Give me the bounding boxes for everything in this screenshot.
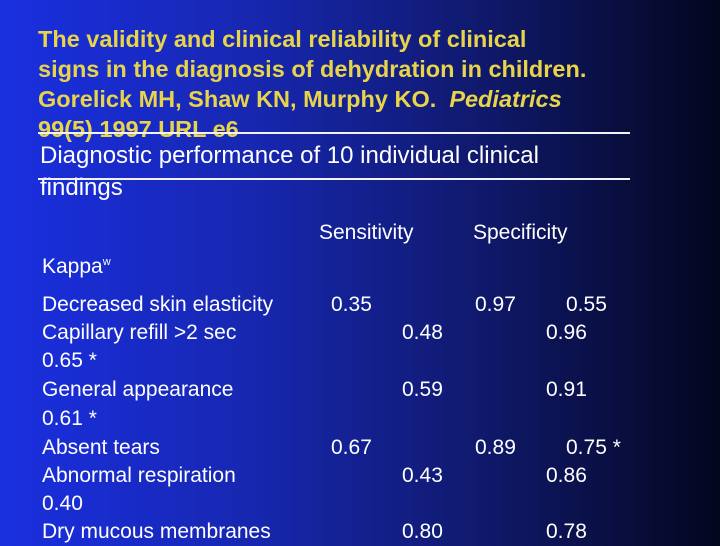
row-kappa: 0.55 <box>566 293 607 316</box>
kappa-superscript: w <box>102 256 111 268</box>
row-finding: Abnormal respiration <box>42 464 236 487</box>
row-kappa: 0.61 * <box>42 407 97 430</box>
row-sensitivity: 0.35 <box>331 293 372 316</box>
row-sensitivity: 0.59 <box>402 378 443 401</box>
row-sensitivity: 0.43 <box>402 464 443 487</box>
row-finding: Decreased skin elasticity <box>42 293 274 316</box>
row-specificity: 0.96 <box>546 321 587 344</box>
row-specificity: 0.91 <box>546 378 587 401</box>
row-finding: Dry mucous membranes <box>42 520 271 543</box>
row-sensitivity: 0.80 <box>402 520 443 543</box>
header-specificity: Specificity <box>473 221 568 244</box>
title-journal: Pediatrics <box>449 86 562 112</box>
slide-subtitle: Diagnostic performance of 10 individual … <box>40 140 680 204</box>
title-line-2: signs in the diagnosis of dehydration in… <box>38 56 587 82</box>
divider-top <box>38 132 630 134</box>
row-specificity: 0.89 <box>475 436 516 459</box>
header-sensitivity: Sensitivity <box>319 221 414 244</box>
slide-title: The validity and clinical reliability of… <box>38 24 698 144</box>
row-specificity: 0.78 <box>546 520 587 543</box>
row-kappa: 0.65 * <box>42 349 97 372</box>
row-kappa: 0.75 * <box>566 436 621 459</box>
divider-bottom <box>38 178 630 180</box>
title-authors: Gorelick MH, Shaw KN, Murphy KO. <box>38 86 437 112</box>
row-finding: Absent tears <box>42 436 160 459</box>
row-sensitivity: 0.67 <box>331 436 372 459</box>
row-kappa: 0.40 <box>42 492 83 515</box>
title-line-1: The validity and clinical reliability of… <box>38 26 527 52</box>
row-finding: General appearance <box>42 378 234 401</box>
header-kappa: Kappaw <box>42 255 111 278</box>
row-specificity: 0.86 <box>546 464 587 487</box>
row-specificity: 0.97 <box>475 293 516 316</box>
row-sensitivity: 0.48 <box>402 321 443 344</box>
title-citation: 99(5) 1997 URL e6 <box>38 116 239 142</box>
subtitle-line-1: Diagnostic performance of 10 individual … <box>40 142 539 169</box>
row-finding: Capillary refill >2 sec <box>42 321 237 344</box>
